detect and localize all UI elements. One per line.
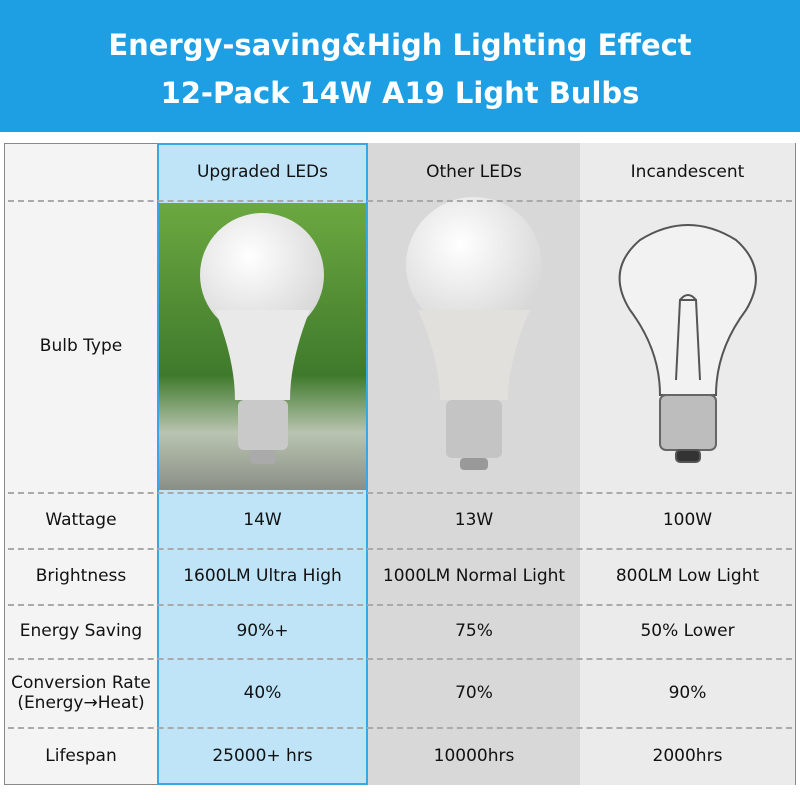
row-label: Conversion Rate (Energy→Heat)	[5, 658, 157, 727]
bulb-led-other	[406, 197, 542, 470]
row-label: Lifespan	[45, 746, 117, 766]
table-cell: 40%	[243, 682, 282, 703]
table-cell: 1600LM Ultra High	[183, 566, 342, 586]
table-cell: 2000hrs	[652, 746, 723, 766]
row-separator	[8, 727, 792, 729]
column-header: Upgraded LEDs	[196, 161, 329, 182]
title-line: Energy-saving&High Lighting Effect	[108, 28, 692, 62]
row-separator	[8, 604, 792, 606]
table-cell: 90%	[668, 682, 707, 703]
bulb-incandescent	[618, 224, 757, 463]
row-label: Energy Saving	[19, 621, 143, 641]
row-separator	[8, 548, 792, 550]
table-cell: 90%+	[236, 621, 289, 641]
row-label-line: (Energy→Heat)	[17, 692, 145, 713]
row-label: Brightness	[35, 566, 127, 586]
row-separator	[8, 658, 792, 660]
table-cell: 100W	[662, 510, 713, 530]
row-label: Bulb Type	[39, 336, 123, 356]
table-cell: 800LM Low Light	[615, 566, 760, 586]
row-label-line: Conversion Rate	[11, 672, 151, 693]
table-cell: 50% Lower	[640, 621, 735, 641]
row-separator	[8, 492, 792, 494]
header-banner	[0, 0, 800, 132]
table-cell: 70%	[455, 682, 493, 703]
column-header: Other LEDs	[426, 161, 522, 182]
row-separator	[8, 200, 792, 202]
table-cell: 10000hrs	[433, 746, 515, 766]
table-cell: 1000LM Normal Light	[382, 566, 566, 586]
table-cell: 14W	[243, 510, 282, 530]
column-header: Incandescent	[630, 161, 745, 182]
row-label: Wattage	[45, 510, 117, 530]
table-cell: 13W	[454, 510, 494, 530]
table-cell: 25000+ hrs	[212, 746, 313, 766]
bulb-led-upgraded	[200, 213, 324, 464]
table-cell: 75%	[455, 621, 493, 641]
title-line: 12-Pack 14W A19 Light Bulbs	[160, 76, 640, 110]
